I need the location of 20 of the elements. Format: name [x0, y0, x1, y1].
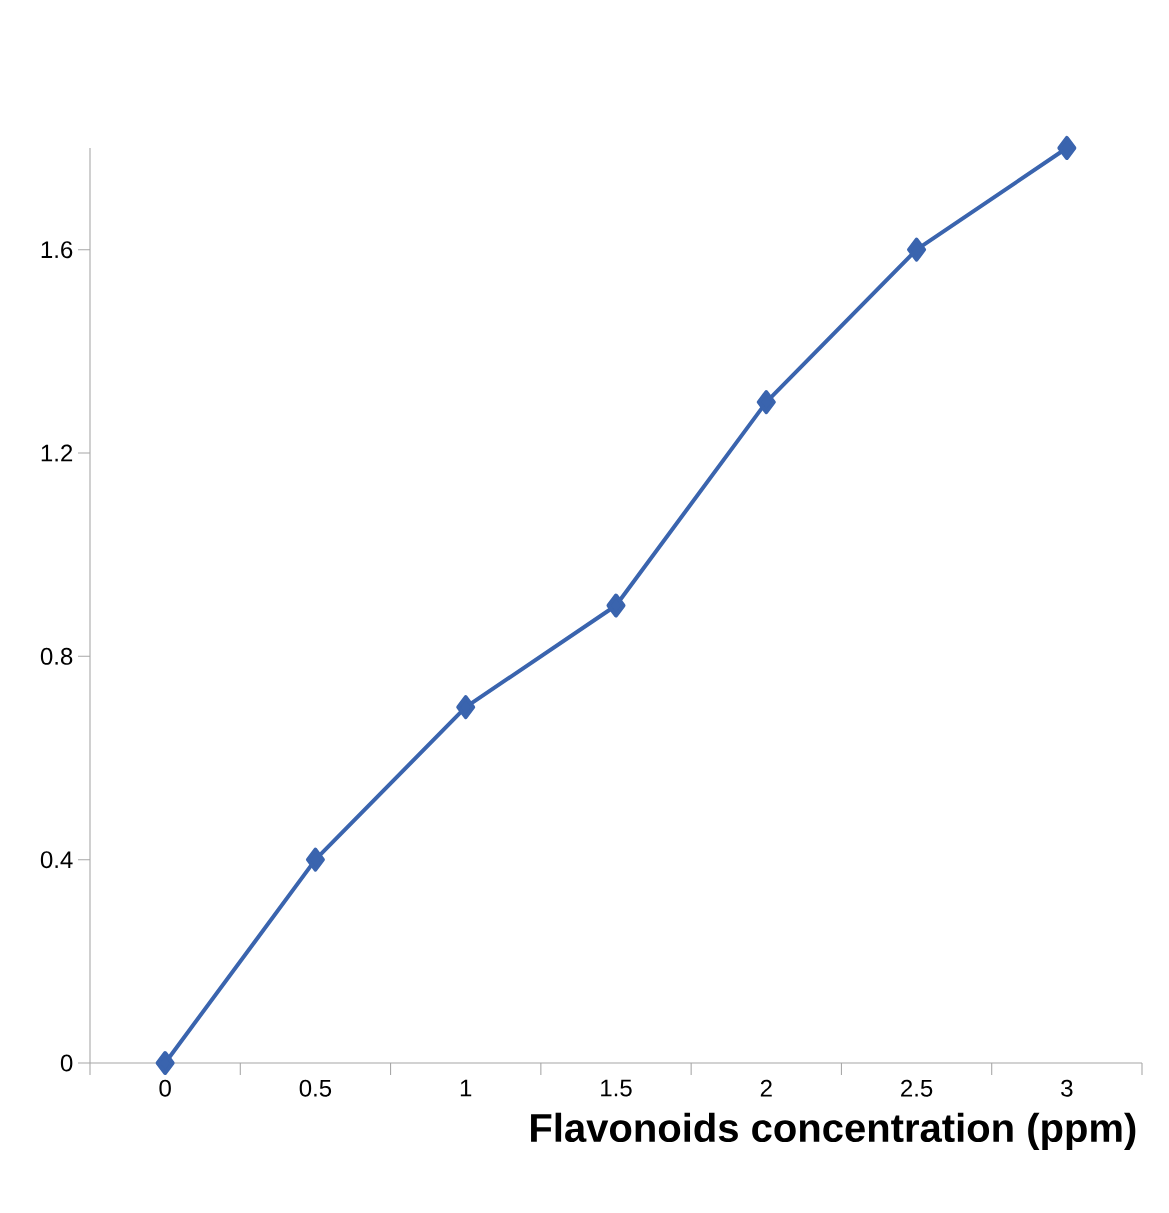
x-tick-label: 1	[460, 1079, 472, 1097]
point	[456, 695, 476, 720]
point	[606, 593, 626, 618]
x-tick-label: 0.5	[299, 1079, 332, 1097]
y-tick-label: 0.4	[40, 851, 73, 869]
y-tick-label: 1.6	[41, 241, 73, 259]
point	[1057, 135, 1077, 160]
point	[305, 847, 325, 872]
x-tick-label: 2.5	[901, 1079, 933, 1097]
x-tick-label: 3	[1061, 1079, 1073, 1097]
point	[907, 237, 927, 262]
y-tick-label: 0.8	[40, 647, 73, 665]
x-tick-label: 0	[159, 1079, 171, 1097]
x-axis-title: Flavonoids concentration (ppm)	[531, 1112, 1136, 1150]
y-tick-label: 0	[60, 1054, 73, 1072]
point	[155, 1050, 175, 1075]
y-tick-label: 1.2	[41, 444, 73, 462]
point	[756, 390, 776, 415]
x-tick-label: 2	[760, 1079, 772, 1097]
x-tick-label: 1.5	[601, 1079, 632, 1097]
